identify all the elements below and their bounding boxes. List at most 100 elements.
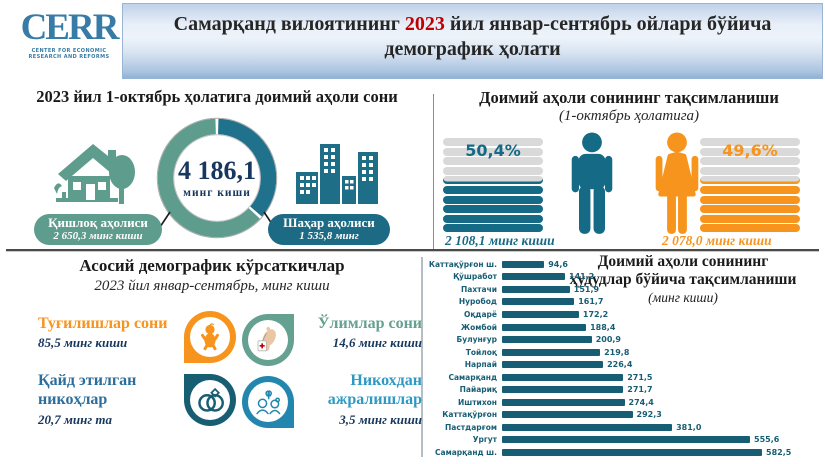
- chart-row: Каттақўрғон ш. 94,6: [424, 258, 825, 271]
- total-population-value: 4 186,1: [178, 155, 256, 185]
- chart-category-label: Жомбой: [460, 322, 497, 332]
- chart-value-label: 161,7: [578, 297, 604, 307]
- baby-icon: [190, 317, 230, 357]
- stack-bar: [700, 147, 800, 156]
- chart-row: Ургут 555,6: [424, 434, 825, 447]
- page-title-line1: Самарқанд вилоятининг 2023 йил январ-сен…: [173, 13, 772, 35]
- female-percent: 49,6%: [722, 141, 778, 160]
- births-label: Туғилишлар сони: [38, 315, 168, 332]
- header-banner: Самарқанд вилоятининг 2023 йил январ-сен…: [122, 3, 823, 79]
- divorces-badge: [242, 376, 294, 428]
- urban-label: Шаҳар аҳолиси: [283, 215, 375, 230]
- stack-bar: [443, 166, 543, 175]
- chart-bar: [502, 310, 579, 318]
- chart-value-label: 271,5: [627, 372, 653, 382]
- urban-value: 1 535,8 минг: [299, 230, 359, 242]
- stack-bar: [700, 195, 800, 204]
- stack-bar: [443, 147, 543, 156]
- chart-row: Самарқанд ш. 582,5: [424, 446, 825, 459]
- chart-category-label: Нарпай: [464, 360, 497, 370]
- deaths-badge: [242, 314, 294, 366]
- chart-category-label: Қўшработ: [453, 272, 497, 282]
- chart-row: Пайариқ 271,7: [424, 383, 825, 396]
- chart-bar: [502, 436, 750, 444]
- stack-bar: [700, 214, 800, 223]
- chart-value-label: 381,0: [676, 422, 702, 432]
- chart-row: Самарқанд 271,5: [424, 371, 825, 384]
- page-title-line2: демографик ҳолати: [384, 38, 561, 60]
- stack-bar: [700, 205, 800, 214]
- rural-label: Қишлоқ аҳолиси: [48, 215, 148, 230]
- chart-value-label: 555,6: [754, 435, 780, 445]
- chart-row: Нарпай 226,4: [424, 358, 825, 371]
- chart-row: Жомбой 188,4: [424, 321, 825, 334]
- chart-row: Қўшработ 141,2: [424, 271, 825, 284]
- population-donut-chart: 4 186,1 минг киши: [149, 110, 285, 246]
- donut-svg: [156, 117, 278, 239]
- chart-bar: [502, 373, 624, 381]
- chart-category-label: Самарқанд: [448, 372, 497, 382]
- stack-bar: [443, 138, 543, 146]
- chart-category-label: Каттақўрғон: [442, 410, 497, 420]
- chart-row: Оқдарё 172,2: [424, 308, 825, 321]
- chart-row: Пахтачи 151,9: [424, 283, 825, 296]
- city-buildings-icon: [296, 144, 378, 204]
- deaths-value: 14,6 минг киши: [332, 335, 422, 350]
- stack-bar: [443, 176, 543, 185]
- chart-bar: [502, 448, 762, 456]
- divorce-couple-icon: [248, 382, 288, 422]
- chart-category-label: Пастдарғом: [445, 422, 497, 432]
- chart-bar: [502, 273, 565, 281]
- chart-category-label: Нуробод: [458, 297, 497, 307]
- chart-value-label: 271,7: [627, 385, 653, 395]
- chart-bar: [502, 336, 592, 344]
- urban-population-pill: Шаҳар аҳолиси 1 535,8 минг: [268, 214, 390, 245]
- chart-bar: [502, 348, 601, 356]
- stack-bar: [443, 157, 543, 166]
- chart-rows: Каттақўрғон ш. 94,6 Қўшработ 141,2 Пахтачи 15…: [424, 258, 825, 459]
- male-share-stack: [443, 138, 543, 233]
- chart-value-label: 582,5: [766, 447, 792, 457]
- female-share-stack: [700, 138, 800, 233]
- chart-value-label: 292,3: [636, 410, 662, 420]
- gender-section-title: Доимий аҳоли сонининг тақсимланиши: [479, 88, 779, 107]
- donut-center-label: 4 186,1 минг киши: [149, 110, 285, 246]
- chart-category-label: Каттақўрғон ш.: [428, 259, 497, 269]
- chart-value-label: 274,4: [628, 397, 654, 407]
- indicators-section-title: Асосий демографик кўрсаткичлар: [79, 256, 345, 275]
- stack-bar: [700, 138, 800, 146]
- chart-category-label: Тойлоқ: [465, 347, 497, 357]
- births-badge: [184, 311, 236, 363]
- chart-category-label: Иштихон: [457, 397, 497, 407]
- cerr-logo: CERR CENTER FOR ECONOMIC RESEARCH AND RE…: [16, 8, 122, 74]
- district-bar-chart: Доимий аҳоли сонининг ҳудудлар бўйича та…: [424, 252, 825, 462]
- marriages-label: Қайд этилган никоҳлар: [38, 372, 137, 408]
- chart-bar: [502, 361, 604, 369]
- chart-category-label: Самарқанд ш.: [435, 447, 497, 457]
- chart-row: Иштихон 274,4: [424, 396, 825, 409]
- rural-population-pill: Қишлоқ аҳолиси 2 650,3 минг киши: [34, 214, 162, 245]
- chart-value-label: 226,4: [607, 360, 633, 370]
- marriages-badge: [184, 374, 236, 426]
- male-population-value: 2 108,1 минг киши: [445, 233, 555, 248]
- cerr-logo-text: CERR: [20, 7, 120, 48]
- chart-category-label: Пайариқ: [459, 385, 497, 395]
- divorces-value: 3,5 минг киши: [339, 412, 422, 427]
- indicators-section-subtitle: 2023 йил январ-сентябрь, минг киши: [94, 278, 330, 294]
- chart-value-label: 94,6: [548, 259, 568, 269]
- male-figure-icon: [571, 132, 613, 234]
- foot-tag-icon: [248, 320, 288, 360]
- stack-bar: [443, 205, 543, 214]
- female-figure-icon: [655, 132, 699, 234]
- chart-value-label: 200,9: [595, 335, 621, 345]
- female-population-value: 2 078,0 минг киши: [662, 233, 772, 248]
- divider-horizontal: [6, 249, 819, 251]
- chart-value-label: 188,4: [590, 322, 616, 332]
- chart-category-label: Пахтачи: [461, 284, 497, 294]
- chart-value-label: 151,9: [573, 284, 600, 294]
- chart-row: Нуробод 161,7: [424, 296, 825, 309]
- chart-value-label: 219,8: [604, 347, 630, 357]
- total-population-unit: минг киши: [183, 186, 251, 199]
- stack-bar: [700, 185, 800, 194]
